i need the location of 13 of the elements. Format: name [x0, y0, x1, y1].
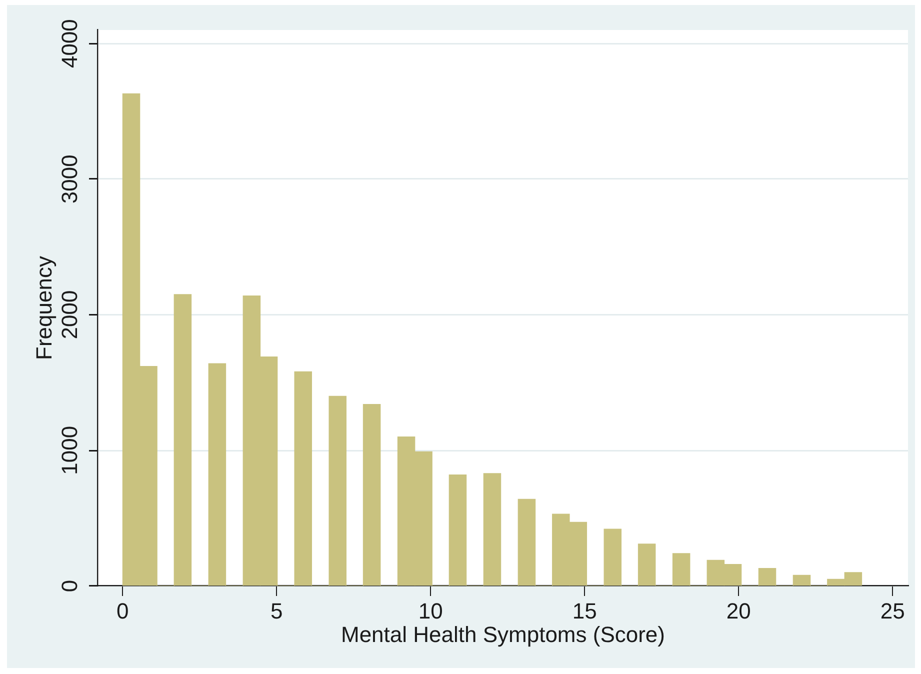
y-tick-label: 3000	[57, 154, 82, 204]
x-tick-label: 5	[270, 598, 283, 624]
x-tick-label: 25	[880, 598, 905, 624]
x-axis-title: Mental Health Symptoms (Score)	[341, 622, 665, 647]
y-tick-label: 4000	[57, 19, 82, 68]
x-tick-label: 10	[418, 598, 443, 624]
x-tick-label: 0	[116, 598, 129, 624]
y-tick-label: 0	[57, 580, 82, 592]
y-tick-label: 2000	[57, 290, 82, 340]
x-tick-label: 20	[726, 598, 751, 624]
x-tick-label: 15	[572, 598, 597, 624]
y-tick-label: 1000	[57, 426, 82, 475]
y-axis-title: Frequency	[31, 256, 56, 360]
